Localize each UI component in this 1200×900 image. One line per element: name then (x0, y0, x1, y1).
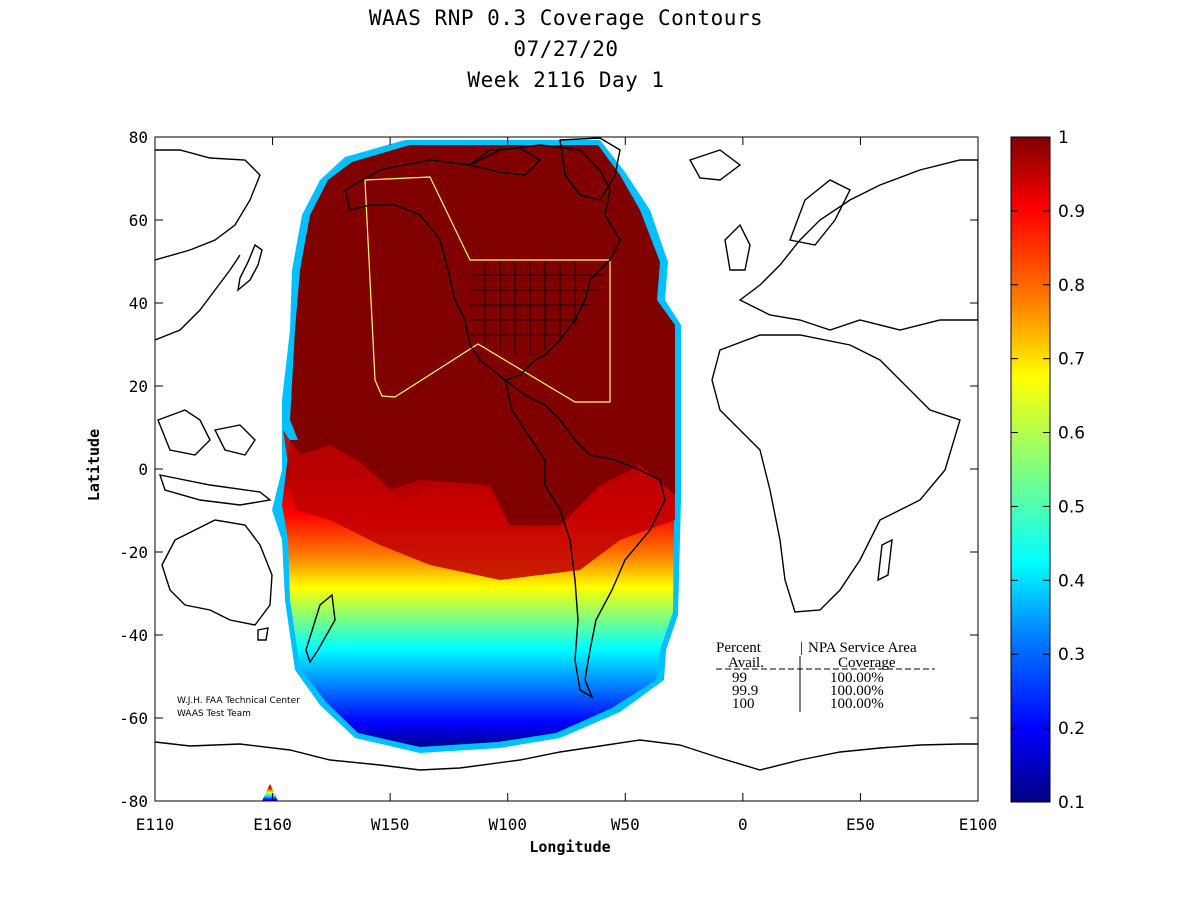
colorbar-tick-label: 0.1 (1058, 793, 1085, 813)
chart-title-line-1: WAAS RNP 0.3 Coverage Contours (368, 6, 764, 30)
legend-row-coverage: 100.00% (830, 696, 884, 712)
legend-row-coverage: 100.00% (830, 683, 884, 699)
y-tick-label: -60 (119, 709, 148, 728)
southern-coverage-blip (262, 784, 278, 801)
colorbar-tick-label: 0.8 (1058, 276, 1085, 296)
credit-line-1: W.J.H. FAA Technical Center (177, 696, 300, 706)
y-tick-label: 40 (129, 294, 148, 313)
y-tick-label: 0 (138, 460, 148, 479)
legend-header-col1: Percent (716, 640, 762, 656)
coverage-red-band (283, 430, 675, 580)
state-borders (470, 262, 605, 355)
colorbar-tick-label: 1 (1058, 128, 1069, 148)
colorbar-tick-label: 0.6 (1058, 424, 1085, 444)
x-tick-label: 0 (738, 815, 748, 834)
x-tick-label: W100 (488, 815, 527, 834)
y-tick-label: 60 (129, 211, 148, 230)
x-tick-label: E110 (136, 815, 175, 834)
legend-row-coverage: 100.00% (830, 670, 884, 686)
coverage-legend-table: Percent | NPA Service Area Avail. Covera… (716, 640, 935, 712)
legend-header-sep: | (800, 640, 803, 656)
colorbar-tick-label: 0.5 (1058, 497, 1085, 517)
credit-line-2: WAAS Test Team (177, 709, 251, 719)
colorbar-ticks: 1 0.9 0.8 0.7 0.6 0.5 0.4 0.3 0.2 0.1 (1011, 128, 1085, 813)
legend-row-avail: 100 (732, 696, 755, 712)
legend-sub-col2: Coverage (838, 655, 896, 671)
legend-row-avail: 99 (732, 670, 747, 686)
y-axis-ticks: 80 60 40 20 0 -20 -40 -60 -80 (119, 128, 978, 811)
x-tick-label: E100 (959, 815, 998, 834)
colorbar-tick-label: 0.2 (1058, 719, 1085, 739)
x-axis-ticks: E110 E160 W150 W100 W50 0 E50 E100 (136, 137, 998, 834)
y-tick-label: 80 (129, 128, 148, 147)
chart-title-line-2: 07/27/20 (513, 37, 619, 61)
legend-header-col2: NPA Service Area (808, 640, 917, 656)
service-area-outline (364, 176, 611, 403)
x-axis-label: Longitude (529, 838, 610, 856)
x-tick-label: E160 (253, 815, 292, 834)
colorbar (1010, 136, 1051, 803)
y-tick-label: -40 (119, 626, 148, 645)
colorbar-tick-label: 0.3 (1058, 645, 1085, 665)
colorbar-tick-label: 0.4 (1058, 571, 1085, 591)
colorbar-tick-label: 0.7 (1058, 350, 1085, 370)
y-tick-label: 20 (129, 377, 148, 396)
y-tick-label: -20 (119, 543, 148, 562)
coverage-core (290, 145, 675, 527)
map-layer (155, 137, 978, 801)
chart-title-line-3: Week 2116 Day 1 (467, 68, 665, 92)
coastlines (155, 137, 978, 771)
x-tick-label: W50 (611, 815, 640, 834)
legend-sub-col1: Avail. (728, 655, 764, 671)
colorbar-tick-label: 0.9 (1058, 202, 1085, 222)
x-tick-label: W150 (371, 815, 410, 834)
x-tick-label: E50 (846, 815, 875, 834)
y-tick-label: -80 (119, 792, 148, 811)
y-axis-label: Latitude (85, 429, 103, 501)
legend-row-avail: 99.9 (732, 683, 758, 699)
